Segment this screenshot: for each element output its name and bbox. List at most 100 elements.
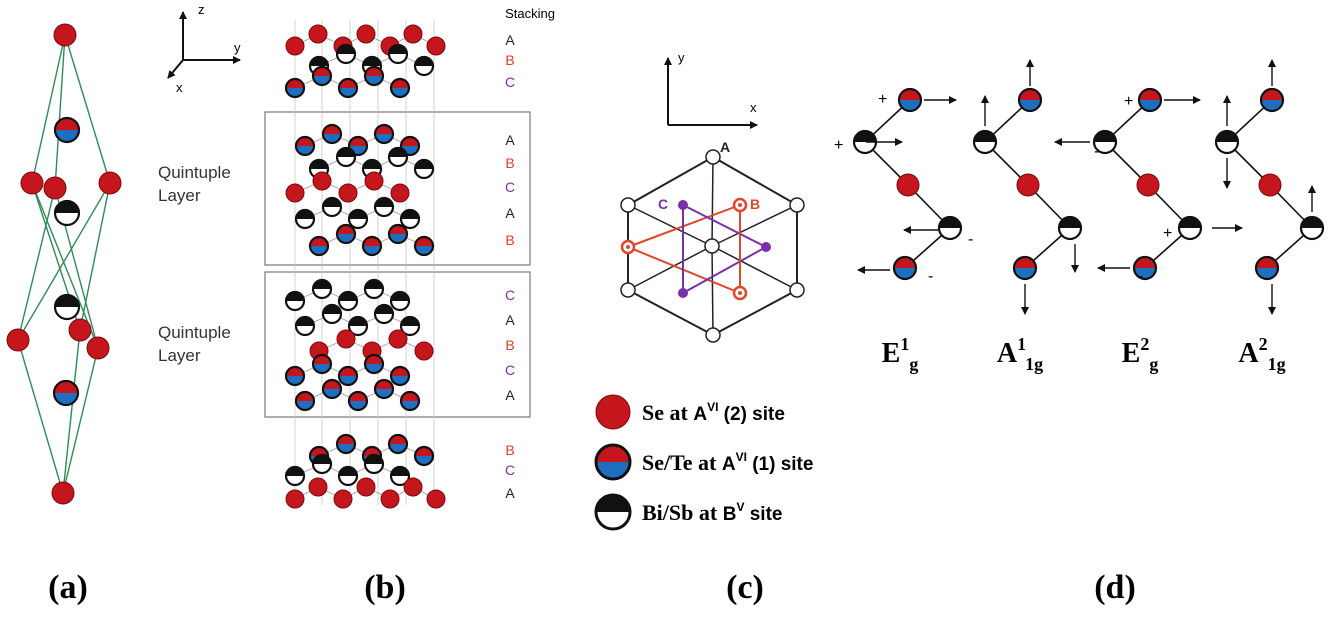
site-a: [790, 198, 804, 212]
stacking-letter: B: [505, 337, 514, 353]
page: { "panel_labels": ["(a)", "(b)", "(c)", …: [0, 0, 1338, 620]
mode-sup: 2: [1140, 334, 1149, 354]
stacking-letter: A: [505, 32, 515, 48]
atom-blue: [894, 257, 916, 279]
stacking-letter: A: [505, 312, 515, 328]
spoke: [712, 157, 713, 246]
mode-sub: 1g: [1025, 354, 1043, 374]
atom-bi: [375, 198, 393, 216]
atom-red: [1259, 174, 1281, 196]
atom-body: [389, 330, 407, 348]
atom-body: [21, 172, 43, 194]
atom-body: [365, 172, 383, 190]
site-b-dot: [738, 203, 742, 207]
atom-blue: [1019, 89, 1041, 111]
atom-red: [404, 25, 422, 43]
atom-body: [286, 184, 304, 202]
atom-red: [427, 490, 445, 508]
layer-label: Quintuple: [158, 163, 231, 182]
site-a: [705, 239, 719, 253]
site-a: [790, 283, 804, 297]
atom-blue: [375, 125, 393, 143]
atom-body: [596, 395, 630, 429]
atom-blue: [899, 89, 921, 111]
atom-body: [1017, 174, 1039, 196]
sign: +: [834, 137, 843, 154]
atom-bi: [401, 210, 419, 228]
atom-bi: [337, 45, 355, 63]
atom-bi: [286, 467, 304, 485]
panel-label: (b): [364, 569, 406, 606]
atom-blue: [313, 67, 331, 85]
atom-blue: [55, 118, 79, 142]
atom-bi: [596, 495, 630, 529]
mode-base: A: [1238, 338, 1259, 369]
panel-label: (a): [48, 569, 88, 606]
legend-entry: Se/Te at AVI (1) site: [642, 450, 813, 475]
legend-site-sup: VI: [736, 450, 747, 464]
legend-site-sup: VI: [707, 400, 718, 414]
atom-blue: [286, 367, 304, 385]
atom-bi: [296, 210, 314, 228]
atom-bi: [939, 217, 961, 239]
legend-tail: (1) site: [747, 454, 814, 475]
atom-bi: [339, 292, 357, 310]
site-c: [761, 242, 771, 252]
atom-red: [897, 174, 919, 196]
mode-base: A: [997, 338, 1018, 369]
atom-red: [69, 319, 91, 341]
legend-entry: Bi/Sb at BV site: [642, 500, 782, 525]
site-c: [678, 200, 688, 210]
atom-red: [389, 330, 407, 348]
stacking-letter: A: [505, 205, 515, 221]
site-a: [621, 198, 635, 212]
atom-red: [1017, 174, 1039, 196]
atom-body: [309, 478, 327, 496]
atom-blue: [415, 447, 433, 465]
atom-body: [897, 174, 919, 196]
atom-blue: [313, 355, 331, 373]
atom-bi: [337, 148, 355, 166]
atom-red: [391, 184, 409, 202]
atom-body: [69, 319, 91, 341]
atom-red: [44, 177, 66, 199]
atom-bi: [389, 45, 407, 63]
atom-blue: [391, 79, 409, 97]
atom-body: [7, 329, 29, 351]
atom-blue: [286, 79, 304, 97]
atom-body: [357, 478, 375, 496]
stacking-letter: B: [505, 232, 514, 248]
atom-red: [313, 172, 331, 190]
atom-blue: [415, 237, 433, 255]
axis-label: y: [678, 50, 685, 65]
site-b-dot: [738, 291, 742, 295]
atom-blue: [323, 380, 341, 398]
atom-bi: [1301, 217, 1323, 239]
atom-blue: [389, 435, 407, 453]
atom-blue: [1139, 89, 1161, 111]
atom-red: [1137, 174, 1159, 196]
atom-blue: [365, 67, 383, 85]
legend-tail: (2) site: [718, 404, 785, 425]
legend-site: A: [722, 454, 736, 475]
stacking-letter: A: [505, 485, 515, 501]
atom-body: [54, 24, 76, 46]
layer-label: Layer: [158, 186, 201, 205]
legend-site: B: [723, 504, 737, 525]
stacking-letter: C: [505, 287, 515, 303]
atom-body: [1137, 174, 1159, 196]
atom-red: [286, 184, 304, 202]
atom-red: [309, 25, 327, 43]
atom-bi: [286, 292, 304, 310]
atom-bi: [365, 280, 383, 298]
atom-red: [334, 490, 352, 508]
mode-sub: 1g: [1268, 354, 1286, 374]
atom-blue: [323, 125, 341, 143]
atom-red: [596, 395, 630, 429]
atom-body: [391, 184, 409, 202]
atom-bi: [1216, 131, 1238, 153]
stacking-letter: B: [505, 442, 514, 458]
atom-blue: [337, 435, 355, 453]
stacking-letter: C: [505, 74, 515, 90]
figure: zyxABCABCABCABCABCAStackingQuintupleLaye…: [0, 0, 1338, 620]
